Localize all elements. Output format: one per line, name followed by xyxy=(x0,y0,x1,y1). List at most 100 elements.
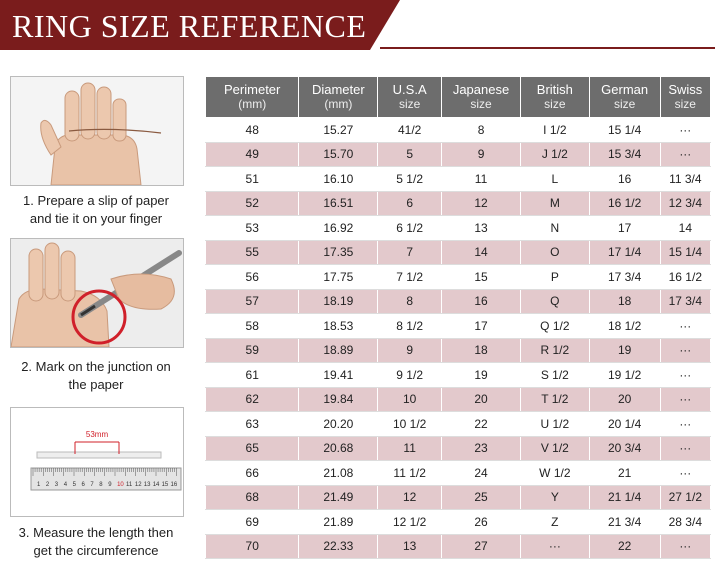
table-cell: V 1/2 xyxy=(520,436,590,461)
table-cell: 13 xyxy=(441,215,522,241)
table-row: 62 19.84 10 20 T 1/2 20 ··· xyxy=(204,387,712,412)
table-cell: ··· xyxy=(659,534,712,559)
table-cell: 23 xyxy=(441,436,522,461)
table-cell: 5 1/2 xyxy=(377,166,443,192)
step-1-illustration xyxy=(10,76,184,186)
table-cell: 22 xyxy=(588,534,661,559)
table-cell: 17 xyxy=(588,215,661,241)
table-cell: P xyxy=(520,264,590,290)
table-row: 69 21.89 12 1/2 26 Z 21 3/4 28 3/4 xyxy=(204,509,712,535)
table-cell: 22.33 xyxy=(298,534,379,559)
ruler-number: 7 xyxy=(90,482,94,488)
table-cell: 21.49 xyxy=(298,485,379,510)
ruler-number: 16 xyxy=(171,482,178,488)
table-cell: 21 3/4 xyxy=(588,509,661,535)
table-cell: 16 xyxy=(588,166,661,192)
table-cell: 16 1/2 xyxy=(659,264,712,290)
ruler-number: 15 xyxy=(162,482,169,488)
table-cell: 28 3/4 xyxy=(659,509,712,535)
table-cell: 12 1/2 xyxy=(377,509,443,535)
table-row: 57 18.19 8 16 Q 18 17 3/4 xyxy=(204,289,712,314)
table-cell: 17.35 xyxy=(298,240,379,265)
table-cell: 61 xyxy=(204,362,300,388)
table-cell: 18.89 xyxy=(298,338,379,363)
table-cell: O xyxy=(520,240,590,265)
table-cell: 20.20 xyxy=(298,411,379,437)
table-cell: 17 xyxy=(441,313,522,339)
table-cell: 55 xyxy=(204,240,300,265)
measure-label: 53mm xyxy=(86,430,109,439)
table-cell: 17 3/4 xyxy=(659,289,712,314)
table-row: 51 16.10 5 1/2 11 L 16 11 3/4 xyxy=(204,166,712,192)
table-cell: 15.70 xyxy=(298,142,379,167)
banner-underline xyxy=(380,47,715,49)
table-cell: 51 xyxy=(204,166,300,192)
table-cell: 9 1/2 xyxy=(377,362,443,388)
ruler-number: 14 xyxy=(153,482,160,488)
table-row: 65 20.68 11 23 V 1/2 20 3/4 ··· xyxy=(204,436,712,461)
column-header: Japanese size xyxy=(441,76,522,118)
table-cell: 17.75 xyxy=(298,264,379,290)
hand-with-paper-icon xyxy=(11,77,183,185)
table-cell: S 1/2 xyxy=(520,362,590,388)
table-cell: 21 1/4 xyxy=(588,485,661,510)
ruler-number: 4 xyxy=(64,482,68,488)
hand-marking-pen-icon xyxy=(11,239,183,347)
ruler-number: 5 xyxy=(73,482,77,488)
table-cell: 18 1/2 xyxy=(588,313,661,339)
table-cell: 19 xyxy=(588,338,661,363)
table-cell: L xyxy=(520,166,590,192)
table-cell: ··· xyxy=(659,117,712,143)
step-2-caption: 2. Mark on the junction on the paper xyxy=(21,359,171,392)
table-cell: 19.84 xyxy=(298,387,379,412)
table-cell: 66 xyxy=(204,460,300,486)
table-cell: ··· xyxy=(659,313,712,339)
table-cell: 21 xyxy=(588,460,661,486)
table-cell: 27 xyxy=(441,534,522,559)
ruler-number: 8 xyxy=(99,482,103,488)
table-cell: W 1/2 xyxy=(520,460,590,486)
table-cell: 21.08 xyxy=(298,460,379,486)
table-cell: 8 1/2 xyxy=(377,313,443,339)
table-cell: 68 xyxy=(204,485,300,510)
table-cell: 48 xyxy=(204,117,300,143)
table-cell: 13 xyxy=(377,534,443,559)
table-cell: 14 xyxy=(659,215,712,241)
table-cell: 14 xyxy=(441,240,522,265)
table-row: 49 15.70 5 9 J 1/2 15 3/4 ··· xyxy=(204,142,712,167)
table-cell: Q xyxy=(520,289,590,314)
table-cell: 18.19 xyxy=(298,289,379,314)
ruler-number: 6 xyxy=(82,482,86,488)
table-cell: M xyxy=(520,191,590,216)
table-cell: 52 xyxy=(204,191,300,216)
step-3-illustration: 53mm 1 2 3 4 5 6 7 8 9 10 11 12 13 14 15 16 xyxy=(10,407,184,517)
table-cell: 16 1/2 xyxy=(588,191,661,216)
table-cell: 21.89 xyxy=(298,509,379,535)
step-2-illustration xyxy=(10,238,184,348)
table-cell: 20 1/4 xyxy=(588,411,661,437)
ruler-number: 12 xyxy=(135,482,142,488)
table-row: 68 21.49 12 25 Y 21 1/4 27 1/2 xyxy=(204,485,712,510)
table-cell: Y xyxy=(520,485,590,510)
table-cell: 17 3/4 xyxy=(588,264,661,290)
table-cell: 65 xyxy=(204,436,300,461)
table-cell: ··· xyxy=(659,142,712,167)
step-1-caption: 1. Prepare a slip of paper and tie it on… xyxy=(23,193,169,226)
table-cell: 18 xyxy=(441,338,522,363)
table-row: 66 21.08 11 1/2 24 W 1/2 21 ··· xyxy=(204,460,712,486)
table-cell: 24 xyxy=(441,460,522,486)
table-row: 61 19.41 9 1/2 19 S 1/2 19 1/2 ··· xyxy=(204,362,712,388)
table-cell: ··· xyxy=(659,387,712,412)
table-cell: 6 xyxy=(377,191,443,216)
table-cell: 9 xyxy=(377,338,443,363)
table-cell: 69 xyxy=(204,509,300,535)
table-cell: T 1/2 xyxy=(520,387,590,412)
ruler-number: 2 xyxy=(46,482,50,488)
table-cell: 20.68 xyxy=(298,436,379,461)
table-cell: 18.53 xyxy=(298,313,379,339)
table-cell: 8 xyxy=(441,117,522,143)
table-cell: 53 xyxy=(204,215,300,241)
table-cell: 8 xyxy=(377,289,443,314)
table-cell: U 1/2 xyxy=(520,411,590,437)
column-header: British size xyxy=(520,76,590,118)
